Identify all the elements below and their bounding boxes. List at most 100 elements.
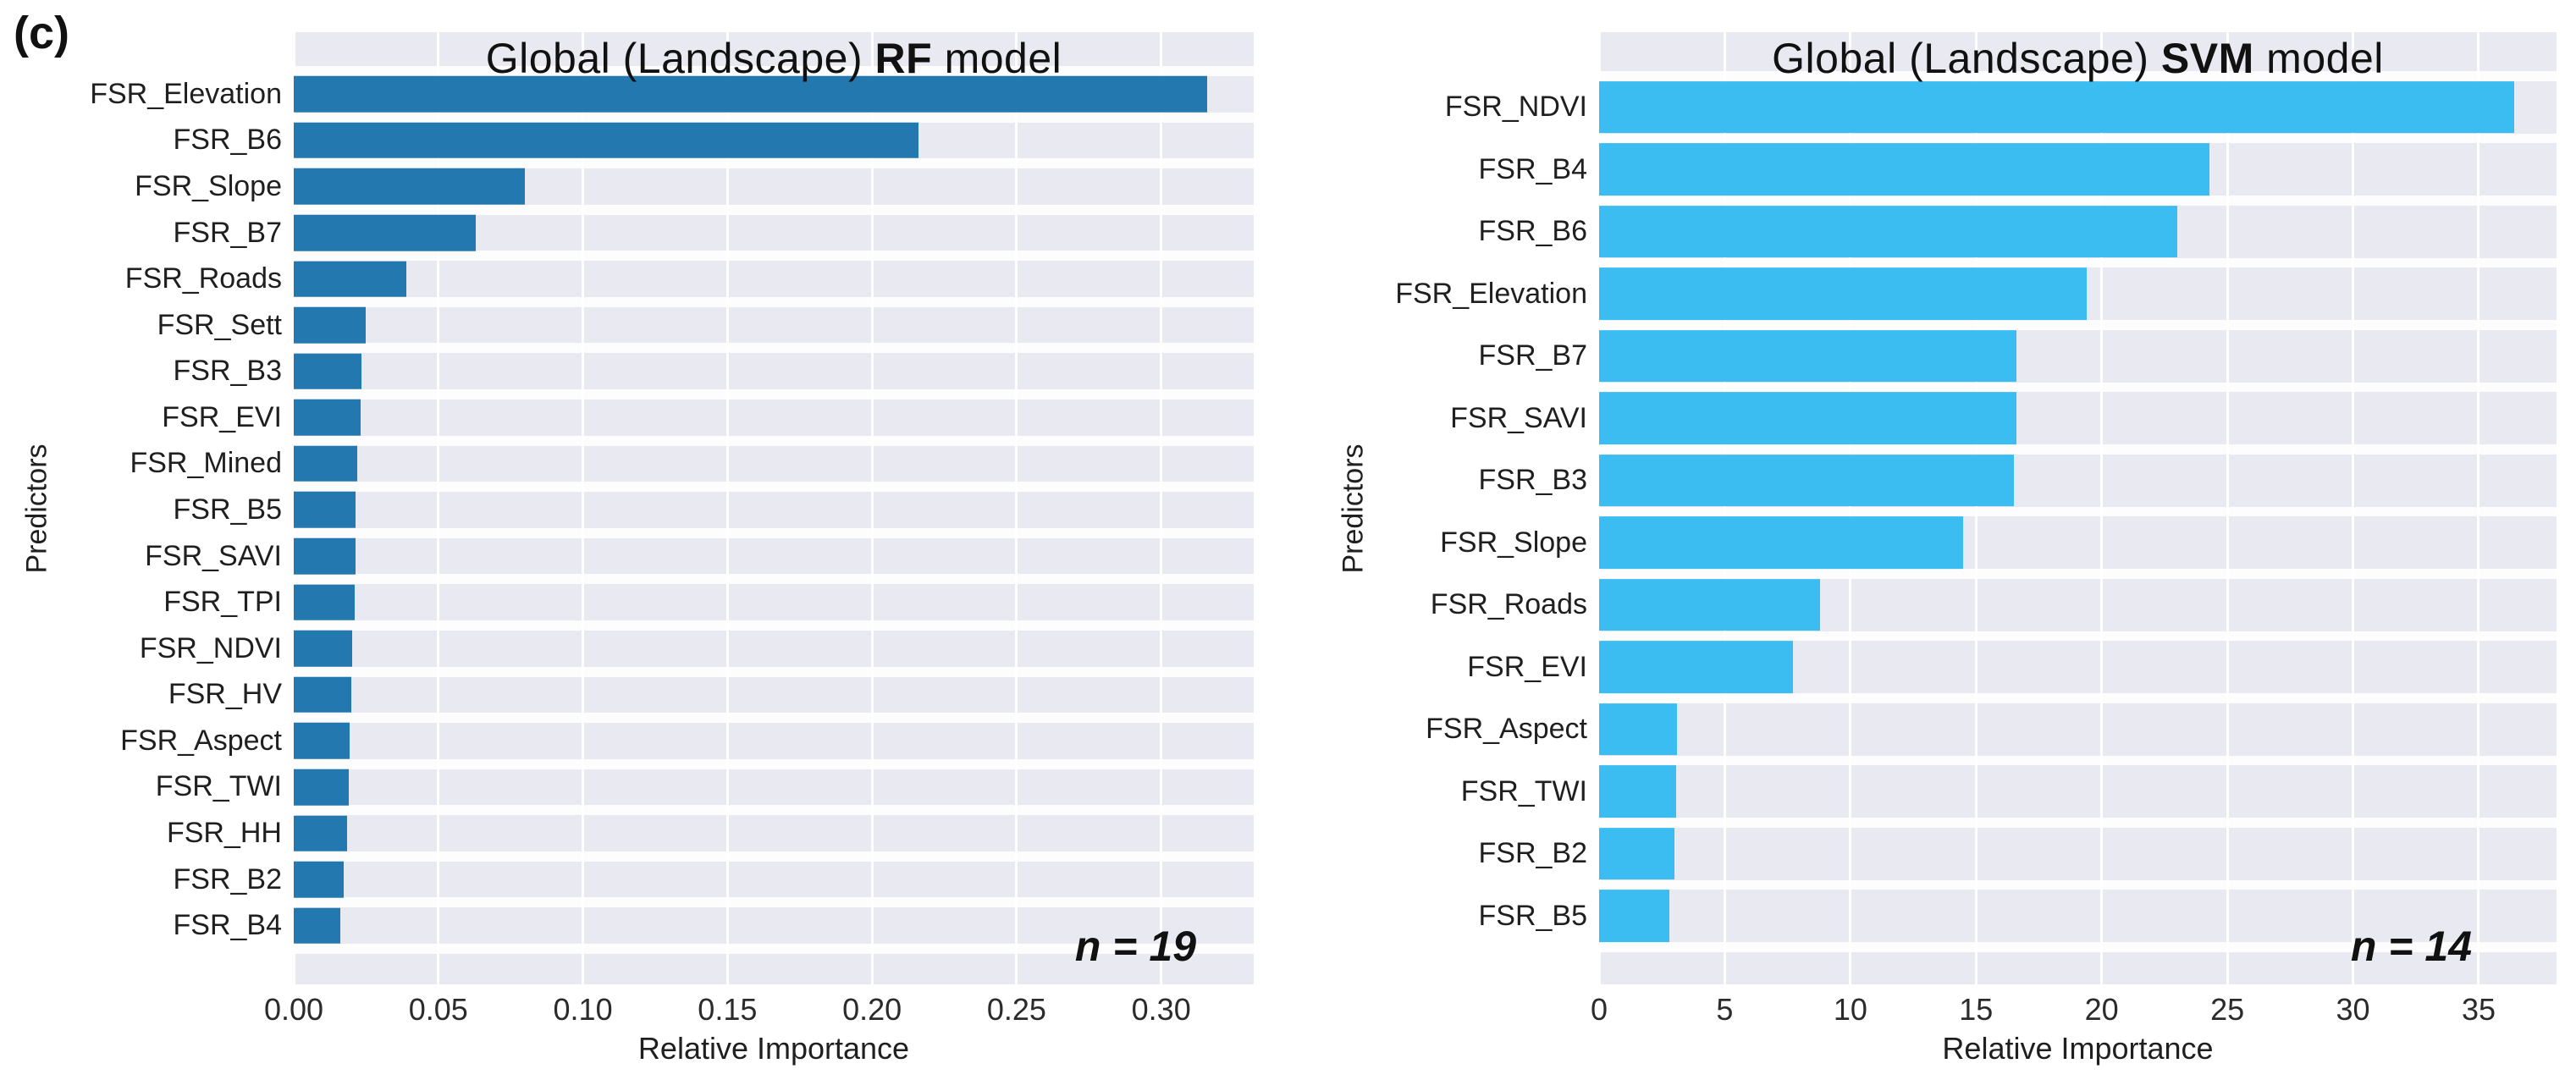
bar-track	[294, 118, 1254, 164]
gridline-horizontal	[1599, 818, 2557, 828]
gridline-horizontal	[294, 296, 1254, 307]
gridline-horizontal	[294, 482, 1254, 493]
svm-bar-rows: FSR_NDVI FSR_B4 FSR_B6 FSR_Elevation FSR_B7 F…	[1288, 76, 2557, 947]
bar-track	[294, 348, 1254, 394]
category-label: FSR_B2	[173, 862, 283, 895]
category-label: FSR_B7	[1478, 339, 1588, 372]
bar-row: FSR_Elevation	[1288, 263, 2557, 326]
bar-row: FSR_B3	[1288, 449, 2557, 512]
importance-bar	[294, 861, 344, 898]
svm-title-suffix: model	[2253, 35, 2384, 82]
svm-chart-panel: Global (Landscape) SVM model n = 14 FSR_…	[1288, 0, 2576, 1080]
bar-row: FSR_B4	[1288, 139, 2557, 201]
bar-track	[294, 857, 1254, 903]
gridline-vertical	[437, 32, 440, 984]
bar-row: FSR_NDVI	[0, 625, 1254, 672]
gridline-horizontal	[294, 435, 1254, 446]
x-tick-label: 15	[1959, 992, 1994, 1027]
x-tick-label: 30	[2336, 992, 2370, 1027]
bar-row: FSR_Aspect	[0, 718, 1254, 764]
svm-x-axis-label: Relative Importance	[1942, 1031, 2214, 1066]
bar-track	[294, 394, 1254, 441]
gridline-horizontal	[1599, 631, 2557, 642]
gridline-vertical	[1160, 32, 1163, 984]
category-label: FSR_SAVI	[145, 539, 282, 572]
category-label: FSR_Roads	[1430, 588, 1587, 621]
bar-track	[294, 764, 1254, 811]
importance-bar	[1599, 516, 1964, 570]
rf-title-model: RF	[874, 35, 933, 82]
gridline-horizontal	[1599, 693, 2557, 703]
gridline-horizontal	[294, 805, 1254, 816]
importance-bar	[1599, 329, 2016, 383]
importance-bar	[1599, 890, 1670, 943]
x-tick-label: 0.25	[986, 992, 1046, 1027]
bar-row: FSR_TWI	[0, 764, 1254, 811]
bar-track	[294, 533, 1254, 580]
importance-bar	[294, 353, 362, 390]
gridline-horizontal	[1599, 879, 2557, 890]
bar-row: FSR_TWI	[1288, 761, 2557, 824]
gridline-horizontal	[1599, 382, 2557, 393]
bar-row: FSR_EVI	[0, 394, 1254, 441]
category-label: FSR_B6	[173, 124, 283, 157]
x-tick-label: 10	[1833, 992, 1867, 1027]
importance-bar	[294, 907, 340, 944]
gridline-horizontal	[1599, 196, 2557, 206]
importance-bar	[1599, 827, 1675, 880]
category-label: FSR_Slope	[1440, 526, 1587, 559]
bar-row: FSR_B7	[0, 210, 1254, 256]
importance-bar	[294, 76, 1208, 113]
bar-track	[294, 579, 1254, 625]
bar-track	[294, 902, 1254, 949]
importance-bar	[294, 723, 350, 759]
bar-row: FSR_NDVI	[1288, 76, 2557, 139]
bar-row: FSR_SAVI	[1288, 388, 2557, 450]
bar-track	[294, 71, 1254, 118]
importance-bar	[1599, 578, 1821, 631]
x-tick-label: 20	[2084, 992, 2119, 1027]
gridline-horizontal	[1599, 569, 2557, 579]
importance-bar	[294, 630, 353, 667]
importance-bar	[294, 584, 355, 620]
gridline-horizontal	[1599, 444, 2557, 455]
bar-row: FSR_Slope	[1288, 512, 2557, 575]
bar-track	[1599, 263, 2557, 326]
x-tick-label: 0.05	[408, 992, 468, 1027]
category-label: FSR_Mined	[130, 447, 282, 480]
rf-sample-size-annotation: n = 19	[1074, 923, 1196, 970]
bar-track	[1599, 636, 2557, 699]
importance-bar	[294, 815, 347, 851]
importance-bar	[294, 306, 367, 344]
rf-bar-rows: FSR_Elevation FSR_B6 FSR_Slope FSR_B7 FSR_Ro…	[0, 71, 1254, 949]
importance-bar	[294, 399, 361, 436]
bar-track	[1599, 885, 2557, 948]
gridline-horizontal	[294, 158, 1254, 169]
bar-row: FSR_HV	[0, 672, 1254, 719]
gridline-horizontal	[294, 851, 1254, 862]
category-label: FSR_EVI	[1467, 650, 1587, 683]
bar-track	[294, 256, 1254, 302]
importance-bar	[1599, 392, 2016, 445]
x-tick-label: 35	[2461, 992, 2496, 1027]
bar-track	[1599, 449, 2557, 512]
gridline-horizontal	[1599, 755, 2557, 766]
bar-track	[1599, 761, 2557, 824]
x-tick-label: 0.30	[1131, 992, 1191, 1027]
gridline-horizontal	[294, 758, 1254, 769]
bar-track	[294, 163, 1254, 210]
bar-track	[1599, 823, 2557, 885]
bar-row: FSR_B5	[0, 487, 1254, 533]
bar-track	[1599, 325, 2557, 388]
importance-bar	[294, 445, 358, 482]
bar-track	[1599, 201, 2557, 263]
bar-track	[1599, 698, 2557, 761]
x-tick-label: 0	[1590, 992, 1608, 1027]
importance-bar	[1599, 205, 2177, 258]
bar-track	[294, 672, 1254, 719]
bar-row: FSR_TPI	[0, 579, 1254, 625]
importance-bar	[1599, 454, 2014, 507]
bar-row: FSR_B2	[1288, 823, 2557, 885]
bar-track	[294, 718, 1254, 764]
category-label: FSR_TPI	[163, 586, 282, 619]
